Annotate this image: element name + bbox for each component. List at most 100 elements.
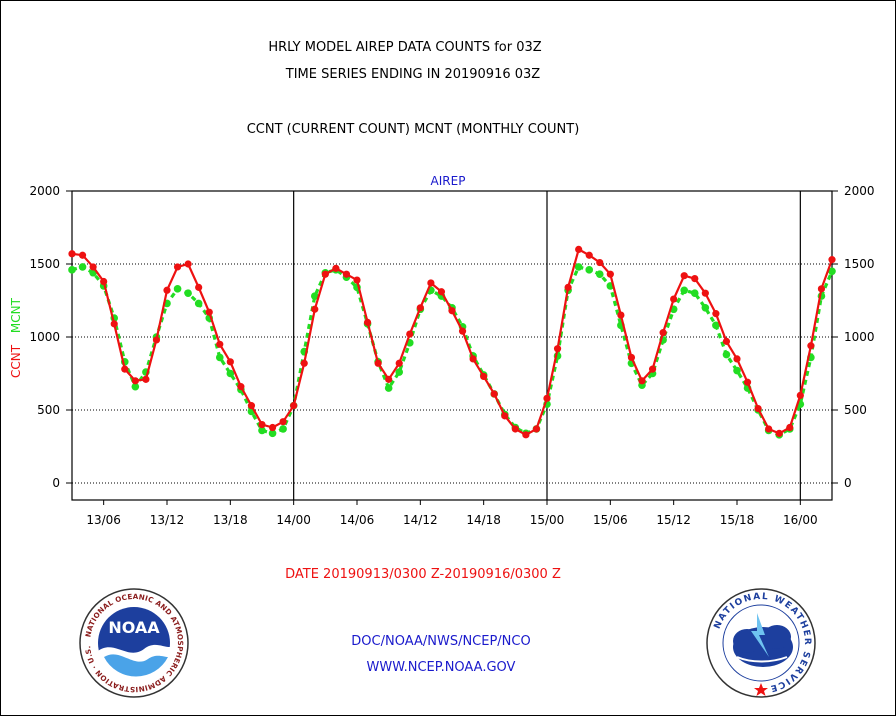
series-point-ccnt xyxy=(638,377,646,385)
xtick-label: 15/12 xyxy=(656,513,691,527)
series-point-ccnt xyxy=(796,391,804,399)
series-point-ccnt xyxy=(173,263,182,271)
xtick-label: 14/00 xyxy=(276,513,311,527)
ytick-label-left: 1000 xyxy=(29,330,60,344)
series-point-mcnt xyxy=(310,292,319,300)
ytick-label-left: 2000 xyxy=(29,184,60,198)
series-point-ccnt xyxy=(680,272,688,280)
ytick-label-right: 1000 xyxy=(844,330,875,344)
xtick-label: 14/18 xyxy=(466,513,501,527)
ytick-label-left: 500 xyxy=(37,403,60,417)
series-point-ccnt xyxy=(100,277,108,286)
series-point-ccnt xyxy=(268,423,277,432)
series-point-ccnt xyxy=(501,412,509,420)
nws-logo: NATIONAL WEATHER SERVICE xyxy=(706,588,816,698)
series-point-ccnt xyxy=(226,358,234,366)
series-point-ccnt xyxy=(480,372,488,381)
series-point-mcnt xyxy=(131,382,140,391)
series-point-ccnt xyxy=(490,390,498,398)
series-point-ccnt xyxy=(765,425,773,433)
series-point-mcnt xyxy=(712,321,720,330)
xtick-label: 15/06 xyxy=(593,513,628,527)
series-point-mcnt xyxy=(173,285,182,293)
series-point-mcnt xyxy=(722,350,731,359)
series-point-ccnt xyxy=(342,270,351,278)
series-point-ccnt xyxy=(184,260,192,268)
series-point-mcnt xyxy=(215,353,224,362)
series-point-mcnt xyxy=(690,289,699,298)
series-point-ccnt xyxy=(279,418,287,426)
series-point-ccnt xyxy=(247,402,256,410)
series-point-ccnt xyxy=(237,383,245,391)
series-point-ccnt xyxy=(807,342,815,350)
ylabel-ccnt: CCNT xyxy=(9,344,23,378)
svg-text:CCNT MCNT: CCNT MCNT xyxy=(9,297,23,378)
series-point-ccnt xyxy=(290,402,298,410)
series-point-ccnt xyxy=(733,355,741,363)
series-point-ccnt xyxy=(828,256,836,264)
series-point-ccnt xyxy=(522,431,530,439)
date-range-label: DATE 20190913/0300 Z-20190916/0300 Z xyxy=(285,567,561,582)
ylabel-mcnt: MCNT xyxy=(9,297,23,333)
xtick-label: 13/06 xyxy=(86,513,121,527)
series-point-ccnt xyxy=(363,318,372,326)
series-point-ccnt xyxy=(627,353,636,362)
series-point-ccnt xyxy=(300,359,308,367)
series-point-mcnt xyxy=(585,266,594,274)
ytick-label-right: 500 xyxy=(844,403,867,417)
ytick-label-right: 1500 xyxy=(844,257,875,271)
series-point-ccnt xyxy=(458,327,467,335)
xtick-label: 16/00 xyxy=(783,513,818,527)
series-point-ccnt xyxy=(543,394,551,402)
chart-title-line2: TIME SERIES ENDING IN 20190916 03Z xyxy=(285,67,541,82)
noaa-logo: NOAA NATIONAL OCEANIC AND ATMOSPHERIC AD… xyxy=(79,588,189,698)
xtick-label: 14/12 xyxy=(403,513,438,527)
xtick-label: 15/18 xyxy=(720,513,755,527)
series-point-mcnt xyxy=(268,429,277,438)
series-point-ccnt xyxy=(701,289,709,297)
series-point-ccnt xyxy=(121,365,129,373)
series-point-mcnt xyxy=(680,286,689,295)
series-point-mcnt xyxy=(701,304,710,312)
series-point-ccnt xyxy=(195,283,203,291)
series-point-ccnt xyxy=(385,375,393,383)
series-point-ccnt xyxy=(786,423,794,432)
series-point-ccnt xyxy=(163,286,171,294)
series-point-ccnt xyxy=(659,329,667,337)
series-point-ccnt xyxy=(332,264,340,272)
series-point-ccnt xyxy=(817,285,826,293)
series-point-ccnt xyxy=(374,359,382,367)
series-point-ccnt xyxy=(775,429,783,437)
series-point-mcnt xyxy=(184,289,192,298)
ytick-label-left: 0 xyxy=(52,476,60,490)
series-point-ccnt xyxy=(712,310,720,318)
series-point-ccnt xyxy=(416,304,424,312)
series-point-ccnt xyxy=(258,421,266,429)
plot-frame xyxy=(71,190,833,501)
series-point-ccnt xyxy=(617,311,625,319)
series-point-mcnt xyxy=(279,425,287,433)
xtick-label: 13/18 xyxy=(213,513,248,527)
series-point-ccnt xyxy=(691,275,699,283)
series-point-mcnt xyxy=(258,426,266,435)
series-point-ccnt xyxy=(311,305,319,313)
series-point-ccnt xyxy=(722,337,731,345)
xtick-label: 14/06 xyxy=(340,513,375,527)
series-point-mcnt xyxy=(574,263,583,271)
series-point-ccnt xyxy=(564,283,572,291)
series-point-ccnt xyxy=(511,425,519,433)
ytick-label-right: 2000 xyxy=(844,184,875,198)
series-point-ccnt xyxy=(532,425,541,433)
series-point-mcnt xyxy=(194,299,203,308)
series-point-ccnt xyxy=(152,336,161,344)
series-point-ccnt xyxy=(406,330,414,338)
series-point-ccnt xyxy=(448,307,456,315)
plot-area: 0 0 500 500 1000 1000 1500 1500 2000 2000 13/06 13/… xyxy=(29,184,874,527)
series-point-mcnt xyxy=(595,270,604,279)
chart-title-line1: HRLY MODEL AIREP DATA COUNTS for 03Z xyxy=(268,40,541,55)
series-point-ccnt xyxy=(142,375,150,383)
series-point-ccnt xyxy=(78,251,87,259)
noaa-logo-text: NOAA xyxy=(108,618,160,637)
series-point-ccnt xyxy=(395,359,403,367)
